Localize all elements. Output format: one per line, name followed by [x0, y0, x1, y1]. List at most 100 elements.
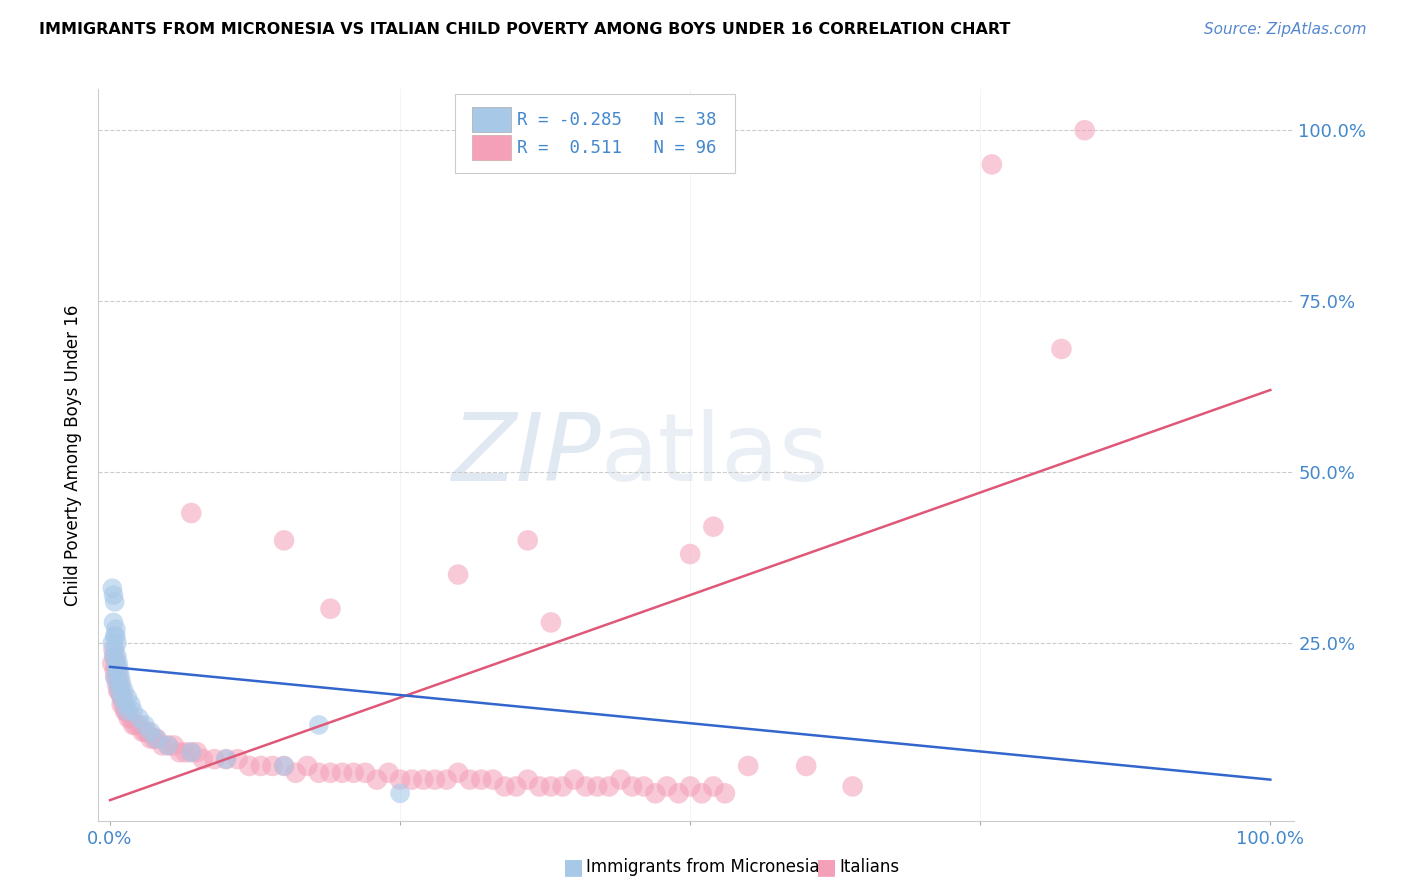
Point [186, 745, 208, 759]
Point [297, 759, 319, 773]
Point [308, 718, 330, 732]
Point [262, 759, 284, 773]
Point [191, 752, 214, 766]
Point [575, 780, 598, 794]
Text: ■: ■ [562, 857, 583, 877]
Point [621, 780, 644, 794]
Point [204, 752, 226, 766]
Point [110, 670, 132, 684]
Point [104, 670, 127, 684]
Point [108, 683, 131, 698]
Point [540, 615, 562, 630]
Point [157, 739, 180, 753]
Point [103, 588, 125, 602]
Text: R =  0.511   N = 96: R = 0.511 N = 96 [517, 139, 716, 157]
Point [284, 765, 307, 780]
Point [105, 649, 128, 664]
Point [215, 752, 238, 766]
Point [103, 642, 125, 657]
Point [128, 711, 150, 725]
Point [145, 731, 167, 746]
Point [103, 649, 125, 664]
Point [250, 759, 273, 773]
Text: Italians: Italians [839, 858, 900, 876]
Point [136, 724, 159, 739]
Point [104, 622, 127, 636]
Point [273, 533, 295, 548]
Point [107, 677, 129, 691]
Point [447, 765, 470, 780]
Point [215, 752, 238, 766]
Point [115, 704, 138, 718]
FancyBboxPatch shape [454, 95, 735, 173]
Point [1050, 342, 1073, 356]
Point [319, 765, 342, 780]
Point [143, 731, 166, 746]
Point [690, 786, 713, 800]
Point [105, 677, 128, 691]
Point [330, 765, 353, 780]
Point [540, 780, 562, 794]
Point [124, 718, 146, 732]
Point [117, 711, 139, 725]
Point [131, 724, 153, 739]
Point [586, 780, 609, 794]
Text: ■: ■ [815, 857, 837, 877]
Point [107, 683, 129, 698]
Point [122, 718, 145, 732]
Point [226, 752, 249, 766]
Point [111, 698, 134, 712]
Point [714, 786, 737, 800]
Point [111, 677, 134, 691]
Point [104, 657, 127, 671]
Point [169, 745, 191, 759]
Point [139, 724, 162, 739]
Point [122, 704, 145, 718]
Point [238, 759, 260, 773]
Point [163, 739, 186, 753]
Point [436, 772, 458, 787]
Point [114, 704, 136, 718]
Point [134, 718, 156, 732]
Point [308, 765, 330, 780]
Point [679, 547, 702, 561]
Text: atlas: atlas [600, 409, 828, 501]
Point [644, 786, 666, 800]
Point [110, 683, 132, 698]
Point [633, 780, 655, 794]
Point [107, 670, 129, 684]
Point [108, 663, 131, 677]
Point [111, 690, 134, 705]
Point [458, 772, 481, 787]
Point [423, 772, 446, 787]
Point [108, 677, 131, 691]
Point [516, 533, 538, 548]
Point [101, 657, 124, 671]
Point [157, 739, 180, 753]
Point [505, 780, 527, 794]
Point [107, 657, 129, 671]
Point [401, 772, 423, 787]
Point [101, 636, 124, 650]
Point [598, 780, 620, 794]
Point [655, 780, 678, 794]
Point [145, 731, 167, 746]
Point [117, 690, 139, 705]
Point [120, 711, 142, 725]
Point [174, 745, 197, 759]
Point [108, 683, 131, 698]
Point [112, 698, 135, 712]
Point [841, 780, 863, 794]
Point [104, 649, 127, 664]
Point [389, 772, 412, 787]
Point [120, 698, 142, 712]
Point [111, 690, 134, 705]
Point [273, 759, 295, 773]
Point [562, 772, 585, 787]
Point [180, 745, 202, 759]
Point [104, 663, 127, 677]
Point [366, 772, 388, 787]
Point [114, 698, 136, 712]
Point [180, 745, 202, 759]
Point [377, 765, 399, 780]
